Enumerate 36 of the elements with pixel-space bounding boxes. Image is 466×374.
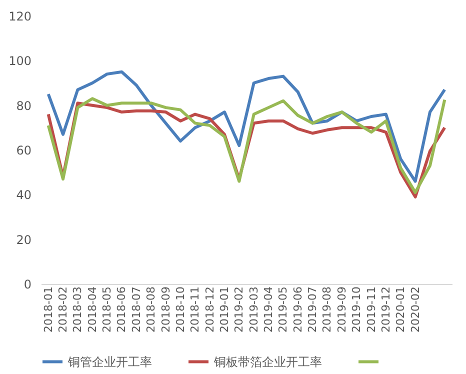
x-tick-label: 2019-11 xyxy=(364,286,378,332)
x-tick-label: 2018-05 xyxy=(100,286,114,332)
x-tick-label: 2018-11 xyxy=(188,286,202,332)
x-tick-label: 2020-02 xyxy=(408,286,422,332)
x-tick-label: 2018-01 xyxy=(42,286,55,332)
x-tick-label: 2019-03 xyxy=(247,286,260,332)
y-tick-label: 60 xyxy=(16,144,32,158)
x-tick-label: 2018-04 xyxy=(86,286,99,332)
y-tick-label: 40 xyxy=(16,188,32,202)
x-tick-label: 2019-06 xyxy=(291,286,304,332)
line-series xyxy=(46,70,446,183)
y-tick-label: 120 xyxy=(8,10,32,24)
y-tick-label: 0 xyxy=(24,278,32,292)
x-tick-label: 2018-07 xyxy=(130,286,143,332)
x-tick-label: 2018-10 xyxy=(174,286,187,332)
legend-label: 铜管企业开工率 xyxy=(67,354,152,369)
x-tick-label: 2019-12 xyxy=(379,286,392,332)
x-tick-label: 2019-04 xyxy=(262,286,276,332)
x-tick-label: 2019-08 xyxy=(320,286,334,332)
x-tick-label: 2019-05 xyxy=(276,286,290,332)
x-tick-label: 2019-09 xyxy=(335,286,348,332)
x-tick-label: 2019-02 xyxy=(232,286,246,332)
x-tick-label: 2019-01 xyxy=(218,286,231,332)
x-tick-label: 2018-03 xyxy=(71,286,84,332)
y-tick-label: 20 xyxy=(16,232,32,247)
x-tick-label: 2018-06 xyxy=(115,286,128,332)
x-tick-label: 2018-12 xyxy=(203,286,216,332)
y-tick-label: 80 xyxy=(16,98,32,113)
x-tick-label: 2019-10 xyxy=(350,286,364,332)
legend-label: 铜板带箔企业开工率 xyxy=(213,354,322,369)
x-tick-label: 2018-08 xyxy=(144,286,158,332)
y-tick-label: 100 xyxy=(8,54,32,68)
x-tick-label: 2018-02 xyxy=(56,286,70,332)
x-tick-label: 2019-07 xyxy=(306,286,320,332)
x-tick-label: 2020-01 xyxy=(394,286,408,332)
x-tick-label: 2018-09 xyxy=(159,286,172,332)
